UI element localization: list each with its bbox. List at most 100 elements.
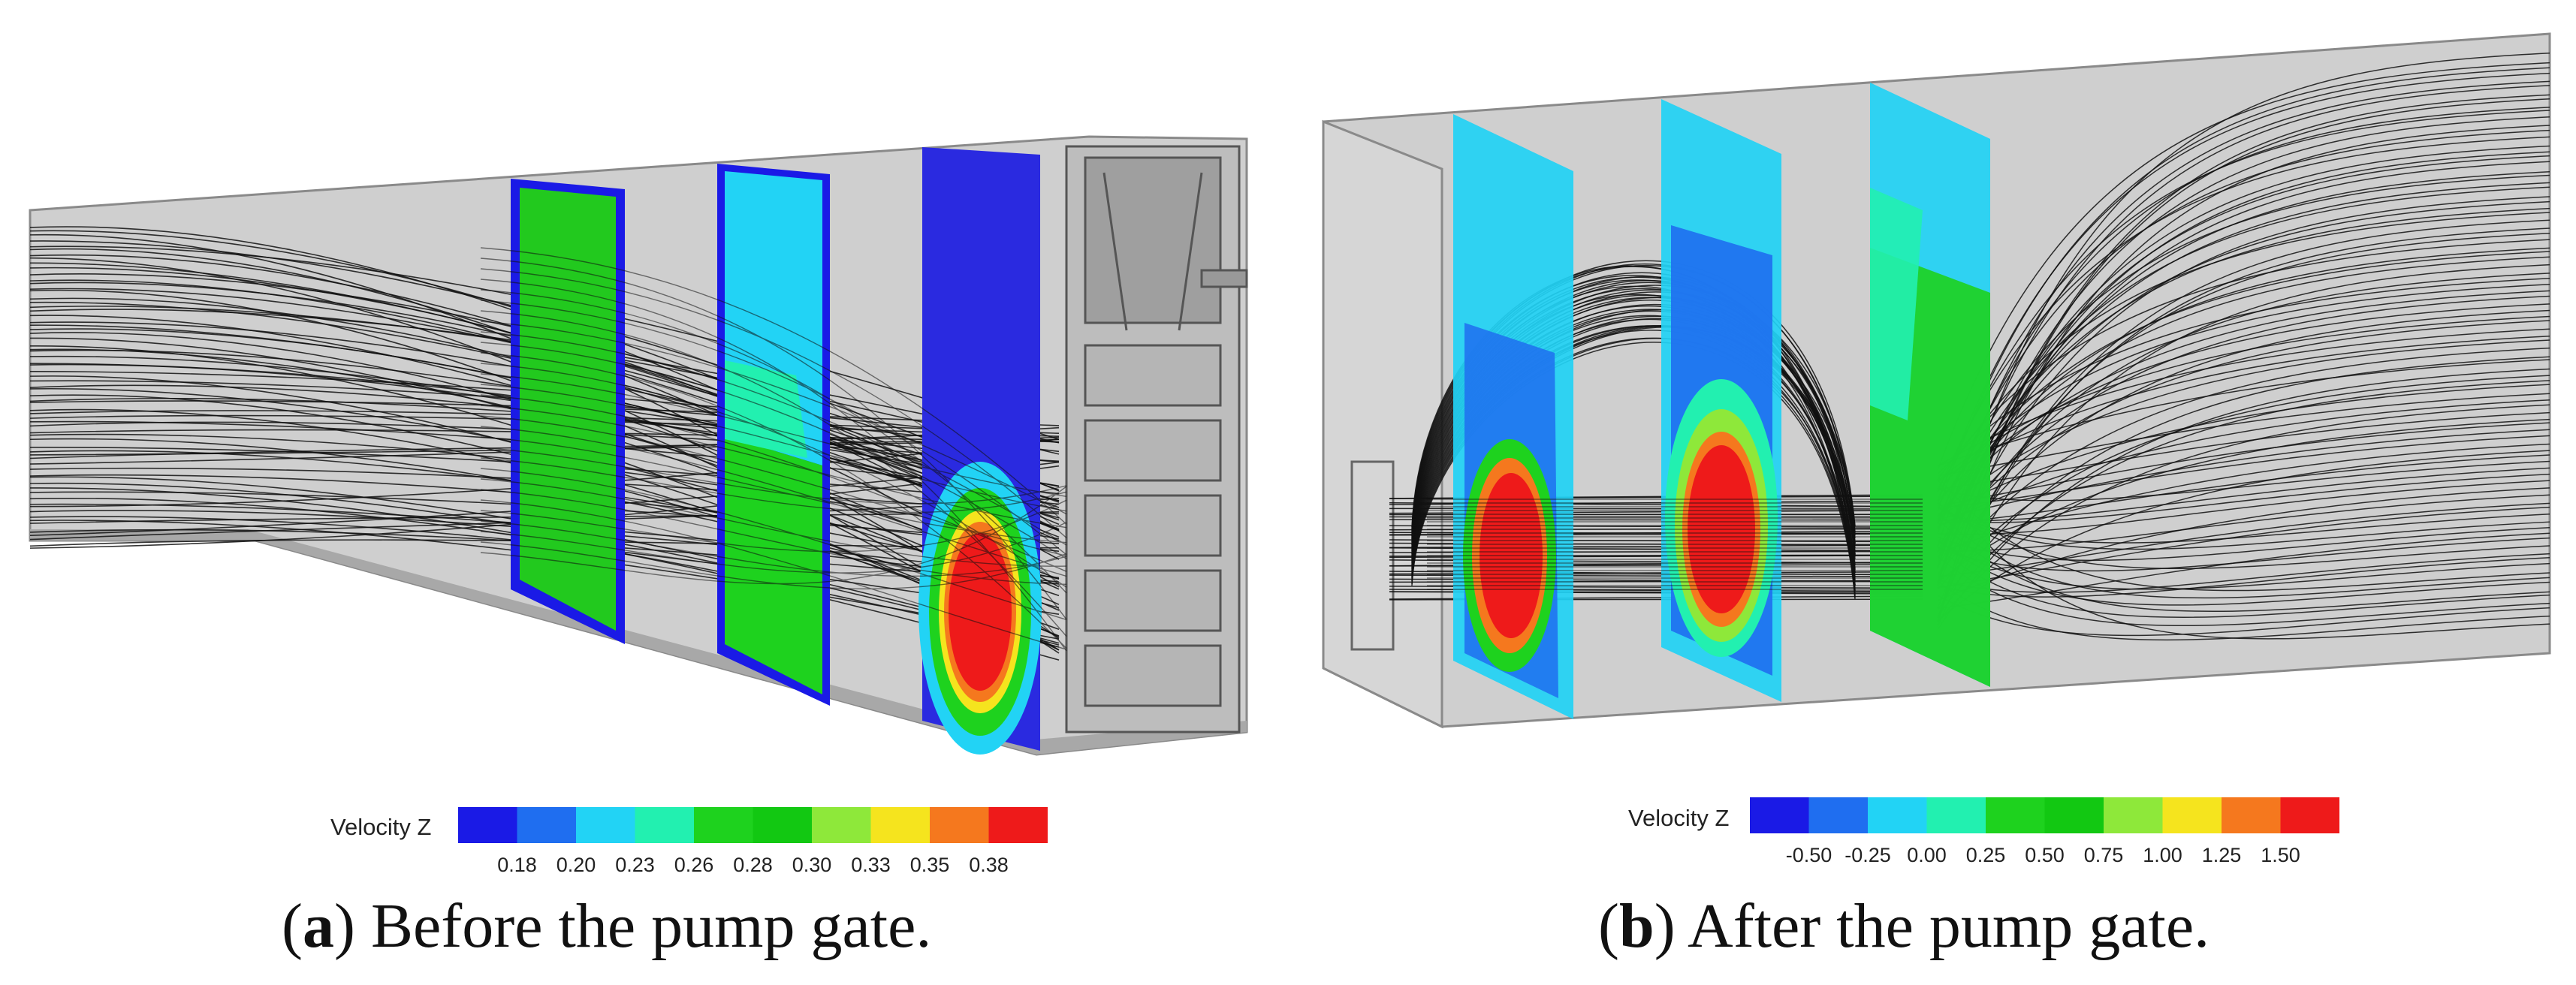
streamline [1411,285,1856,550]
colorbar-tick-label: 1.25 [2202,844,2242,866]
colorbar-swatch [2162,797,2222,833]
streamline [1937,356,2550,610]
streamline [1411,260,1856,531]
streamline [480,405,1067,529]
streamline [1937,347,2550,577]
colorbar-swatch [812,807,871,843]
colorbar-swatch [694,807,753,843]
streamline [1411,325,1856,591]
colorbar-tick-label: 0.23 [615,854,655,876]
streamline [1937,328,2550,467]
streamline [1937,212,2550,489]
colorbar-swatch [1808,797,1868,833]
colorbar-swatch [517,807,576,843]
panel-b-flow-visualization [1322,32,2551,729]
streamline [1411,342,1856,598]
colorbar-b-title: Velocity Z [1628,805,1729,831]
pump-gate-structure [1065,145,1248,733]
streamlines-a-overlay [480,247,1067,652]
velocity-slice-a-3-core [949,533,1012,691]
streamline [1937,290,2550,517]
caption-a-text: Before the pump gate. [354,891,932,961]
streamline [1937,277,2550,475]
colorbar-swatch [1986,797,2045,833]
streamline [480,258,1067,620]
streamline [1411,282,1856,546]
colorbar-a-swatches [458,807,1048,843]
streamline [1411,337,1856,596]
streamline [1937,53,2550,586]
streamline [1937,422,2550,507]
streamline [1937,473,2550,523]
colorbar-tick-label: 0.30 [792,854,832,876]
streamline [480,310,1067,637]
colorbar-swatch [1750,797,1809,833]
streamline [480,486,1067,585]
streamline [1411,275,1856,589]
colorbar-swatch [458,807,517,843]
streamline [1937,62,2550,471]
streamline [480,499,1067,650]
colorbar-tick-label: 0.20 [557,854,596,876]
streamline [480,342,1067,559]
caption-b: (b) After the pump gate. [1598,891,2210,961]
streamline [1411,263,1856,536]
colorbar-a-title: Velocity Z [330,814,431,840]
colorbar-swatch [2280,797,2339,833]
streamline [1937,553,2550,593]
colorbar-swatch [2104,797,2163,833]
streamline [1937,454,2550,525]
streamline [1937,418,2550,583]
streamline [1411,285,1856,597]
panel-a-flow-visualization [29,135,1248,756]
streamline [1937,359,2550,467]
channel-bottom-a [30,529,1247,755]
colorbar-tick-label: 0.25 [1966,844,2006,866]
streamline [1937,537,2550,572]
streamline [1937,85,2550,570]
streamline [1937,399,2550,528]
colorbar-tick-label: 0.33 [851,854,891,876]
streamline [1937,335,2550,483]
streamline [1937,494,2550,552]
colorbar-swatch [635,807,694,843]
colorbar-swatch [2222,797,2281,833]
streamline [1937,129,2550,524]
streamline [1411,297,1856,556]
colorbar-a-ticks: 0.18 0.20 0.23 0.26 0.28 0.30 0.33 0.35 0.38 [497,854,1009,876]
streamline [480,499,1067,553]
colorbar-tick-label: -0.50 [1786,844,1832,866]
colorbar-b-swatches [1750,797,2339,833]
colorbar-tick-label: -0.25 [1845,844,1891,866]
streamline [480,321,1067,515]
colorbar-tick-label: 0.28 [733,854,773,876]
streamlines-b-overlay [1427,499,1923,590]
colorbar-tick-label: 0.38 [969,854,1009,876]
streamline [1411,325,1856,579]
streamline [1937,411,2550,490]
streamline [1937,506,2550,589]
streamline [1937,429,2550,520]
colorbar-swatch [988,807,1048,843]
colorbar-tick-label: 1.00 [2143,844,2182,866]
streamline [1937,110,2550,501]
streamline [480,520,1067,577]
colorbar-tick-label: 1.50 [2261,844,2300,866]
streamline [1937,539,2550,606]
colorbar-b-ticks: -0.50 -0.25 0.00 0.25 0.50 0.75 1.00 1.25 1.50 [1786,844,2300,866]
streamline [1937,227,2550,619]
streamline [480,447,1067,505]
streamline [1937,384,2550,517]
streamline [1411,318,1856,586]
caption-a: (a) Before the pump gate. [282,891,932,961]
streamline [1937,380,2550,617]
streamline [480,457,1067,514]
streamline [1411,265,1856,591]
streamline [1937,580,2550,641]
streamline [1937,547,2550,619]
streamline [1937,125,2550,625]
streamline [1937,339,2550,517]
streamline [1937,239,2550,480]
streamline [1411,272,1856,556]
streamline [1937,232,2550,609]
